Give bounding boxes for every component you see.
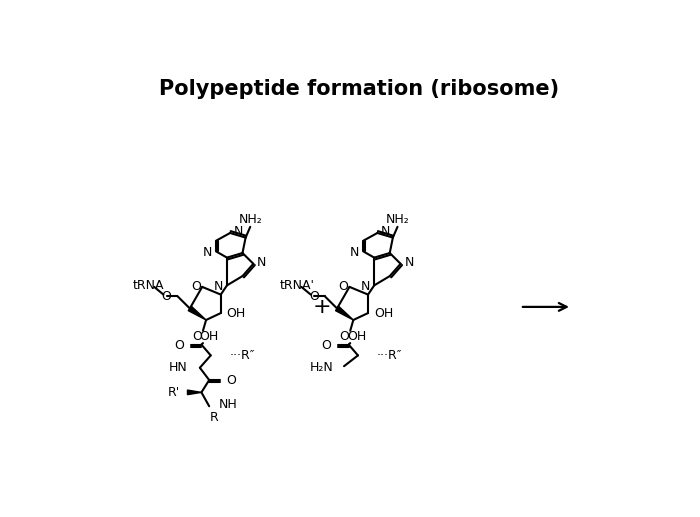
Text: O: O bbox=[174, 339, 184, 352]
Text: O: O bbox=[309, 290, 318, 302]
Text: NH: NH bbox=[218, 398, 237, 411]
Text: tRNA: tRNA bbox=[132, 279, 164, 292]
Polygon shape bbox=[188, 306, 206, 320]
Text: N: N bbox=[361, 280, 370, 293]
Text: R': R' bbox=[167, 386, 180, 399]
Text: HN: HN bbox=[169, 361, 188, 374]
Text: NH₂: NH₂ bbox=[386, 214, 410, 226]
Text: O: O bbox=[226, 374, 236, 387]
Text: N: N bbox=[257, 256, 267, 269]
Text: N: N bbox=[382, 225, 391, 238]
Text: O: O bbox=[192, 330, 202, 343]
Text: O: O bbox=[322, 339, 332, 352]
Text: NH₂: NH₂ bbox=[239, 214, 262, 226]
Text: Polypeptide formation (ribosome): Polypeptide formation (ribosome) bbox=[159, 79, 559, 99]
Text: N: N bbox=[203, 247, 212, 260]
Text: O: O bbox=[162, 290, 172, 302]
Text: tRNA': tRNA' bbox=[280, 279, 315, 292]
Text: O: O bbox=[338, 280, 348, 293]
Text: OH: OH bbox=[227, 307, 246, 320]
Text: R: R bbox=[209, 410, 218, 423]
Text: N: N bbox=[234, 225, 244, 238]
Text: ···R″: ···R″ bbox=[230, 349, 255, 362]
Text: N: N bbox=[350, 247, 360, 260]
Text: H₂N: H₂N bbox=[309, 361, 333, 374]
Text: O: O bbox=[191, 280, 201, 293]
Text: N: N bbox=[405, 256, 414, 269]
Text: +: + bbox=[312, 297, 331, 317]
Polygon shape bbox=[188, 390, 202, 394]
Text: OH: OH bbox=[199, 330, 219, 343]
Text: N: N bbox=[214, 280, 223, 293]
Text: O: O bbox=[339, 330, 349, 343]
Text: ···R″: ···R″ bbox=[377, 349, 402, 362]
Polygon shape bbox=[335, 306, 354, 320]
Text: OH: OH bbox=[374, 307, 393, 320]
Text: OH: OH bbox=[346, 330, 366, 343]
